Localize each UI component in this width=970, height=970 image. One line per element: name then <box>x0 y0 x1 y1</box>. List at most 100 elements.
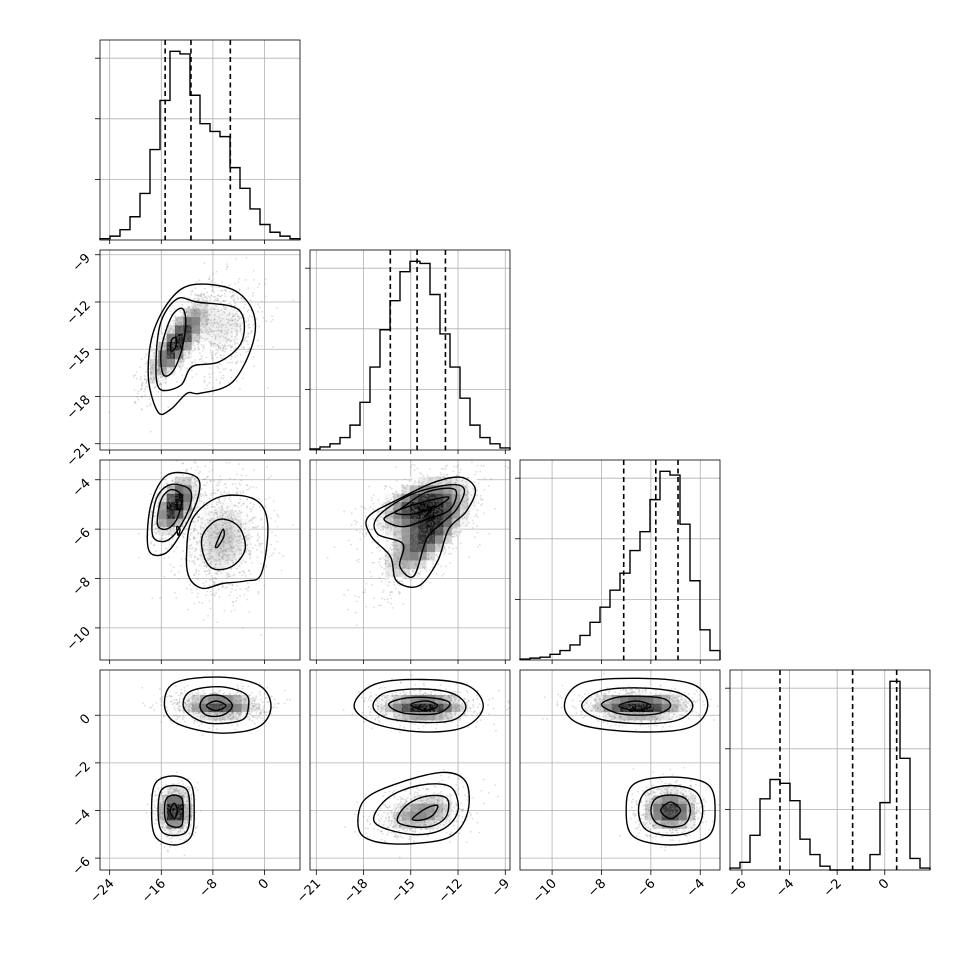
sample-point <box>437 527 440 530</box>
sample-point <box>234 536 237 538</box>
sample-point <box>390 526 392 529</box>
sample-point <box>247 582 249 585</box>
sample-point <box>427 501 430 504</box>
sample-point <box>172 330 175 333</box>
sample-point <box>235 362 238 365</box>
sample-point <box>236 584 239 587</box>
sample-point <box>432 502 435 505</box>
sample-point <box>400 504 402 507</box>
sample-point <box>180 491 183 493</box>
sample-point <box>434 546 437 548</box>
sample-point <box>412 484 414 487</box>
sample-point <box>241 544 244 547</box>
sample-point <box>420 515 423 518</box>
sample-point <box>170 520 173 523</box>
sample-point <box>158 345 161 348</box>
sample-point <box>440 526 443 529</box>
sample-point <box>443 473 446 476</box>
sample-point <box>238 509 241 512</box>
sample-point <box>248 488 250 490</box>
sample-point <box>211 575 213 577</box>
sample-point <box>187 330 190 332</box>
sample-point <box>164 341 167 344</box>
sample-point <box>192 527 195 530</box>
panel-frame <box>519 459 721 661</box>
sample-point <box>442 533 444 536</box>
sample-point <box>411 519 413 521</box>
sample-point <box>226 528 229 531</box>
sample-point <box>384 559 387 562</box>
sample-point <box>164 350 167 353</box>
sample-point <box>208 552 211 555</box>
density-cell <box>426 485 436 494</box>
sample-point <box>472 522 475 525</box>
sample-point <box>192 344 195 347</box>
sample-point <box>208 278 211 280</box>
sample-point <box>173 530 176 533</box>
sample-point <box>167 340 170 343</box>
sample-point <box>212 505 214 508</box>
sample-point <box>400 563 403 566</box>
sample-point <box>230 516 233 518</box>
sample-point <box>176 481 178 484</box>
sample-point <box>164 537 167 540</box>
density-cell <box>233 518 243 528</box>
sample-point <box>195 541 198 543</box>
sample-point <box>183 487 186 489</box>
sample-point <box>232 294 234 297</box>
sample-point <box>210 321 213 324</box>
sample-point <box>173 550 175 553</box>
sample-point <box>183 496 186 499</box>
sample-point <box>152 363 155 366</box>
sample-point <box>206 333 209 336</box>
sample-point <box>158 363 160 366</box>
sample-point <box>176 481 179 484</box>
sample-point <box>399 505 402 507</box>
sample-point <box>209 511 212 514</box>
density-cell <box>225 325 234 334</box>
sample-point <box>209 519 212 522</box>
sample-point <box>204 361 207 364</box>
sample-point <box>222 555 225 558</box>
sample-point <box>247 308 250 311</box>
sample-point <box>185 493 187 495</box>
sample-point <box>370 575 373 578</box>
sample-point <box>226 265 229 268</box>
sample-point <box>151 597 154 600</box>
sample-point <box>252 356 255 359</box>
sample-point <box>431 521 434 524</box>
sample-point <box>188 312 191 315</box>
sample-point <box>179 337 182 340</box>
sample-point <box>224 497 227 500</box>
sample-point <box>448 546 450 549</box>
sample-point <box>431 500 433 503</box>
sample-point <box>222 349 225 352</box>
sample-point <box>192 312 195 315</box>
sample-point <box>173 329 176 332</box>
sample-point <box>168 329 171 331</box>
sample-point <box>192 497 195 500</box>
sample-point <box>403 528 406 531</box>
sample-point <box>194 308 196 311</box>
sample-point <box>231 509 234 511</box>
sample-point <box>215 551 218 554</box>
sample-point <box>192 537 195 540</box>
sample-point <box>234 544 237 546</box>
sample-point <box>183 320 186 323</box>
density-cell <box>166 526 176 536</box>
sample-point <box>429 502 432 505</box>
sample-point <box>394 567 397 570</box>
sample-point <box>178 498 181 501</box>
sample-point <box>140 408 143 411</box>
sample-point <box>483 488 486 491</box>
sample-point <box>217 588 220 591</box>
sample-point <box>240 523 242 526</box>
sample-point <box>231 551 234 553</box>
sample-point <box>221 505 223 508</box>
density-cell <box>233 703 243 713</box>
sample-point <box>180 328 183 331</box>
sample-point <box>198 333 201 336</box>
sample-point <box>210 555 213 558</box>
sample-point <box>179 335 182 337</box>
sample-point <box>176 513 179 516</box>
